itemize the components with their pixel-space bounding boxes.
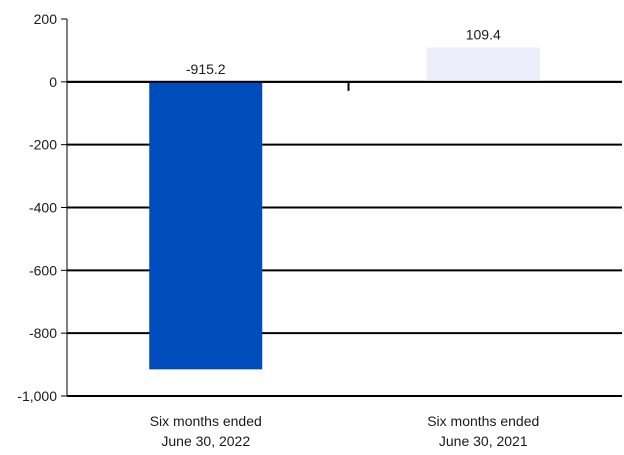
x-category-label: June 30, 2022 [161, 433, 250, 449]
bar-value-label: 109.4 [466, 26, 501, 42]
x-category-label: Six months ended [150, 413, 262, 429]
bar-2 [426, 47, 540, 82]
y-tick-label: 200 [34, 11, 58, 27]
x-category-label: Six months ended [427, 413, 539, 429]
bars [149, 47, 540, 370]
x-category-label: June 30, 2021 [439, 433, 528, 449]
bar-value-label: -915.2 [186, 61, 226, 77]
y-tick-label: -400 [29, 200, 57, 216]
axes [61, 18, 622, 397]
y-tick-label: -200 [29, 137, 57, 153]
bar-1 [149, 81, 263, 370]
y-tick-label: 0 [49, 74, 57, 90]
y-tick-label: -600 [29, 262, 57, 278]
labels: 200 0 -200 -400 -600 -800 -1,000 -915.2 Six mont… [17, 11, 539, 449]
y-tick-label: -800 [29, 325, 57, 341]
y-tick-label: -1,000 [17, 388, 57, 404]
